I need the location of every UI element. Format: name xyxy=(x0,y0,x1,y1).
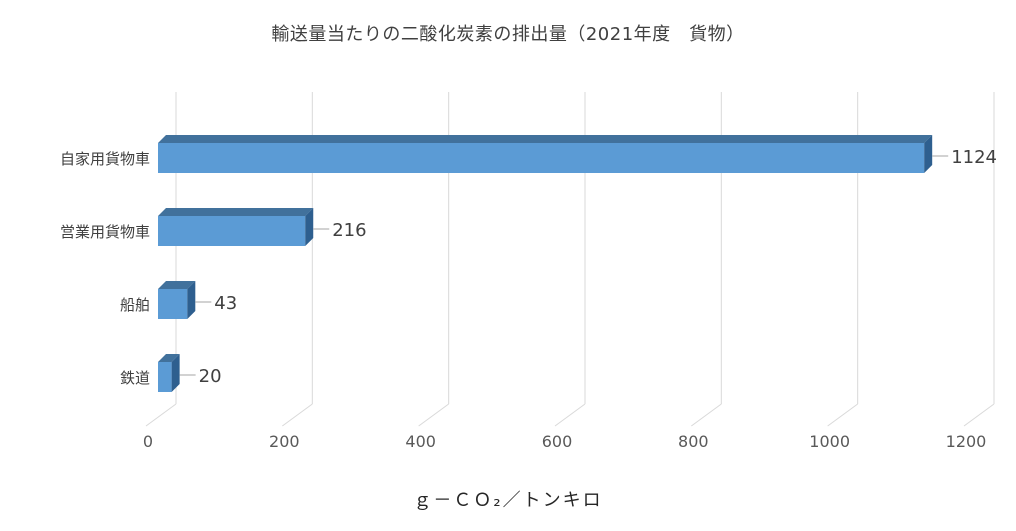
bar-side xyxy=(305,208,314,246)
y-category-label: 鉄道 xyxy=(120,369,150,387)
gridline-floor xyxy=(554,403,586,427)
x-tick-label: 400 xyxy=(405,432,436,451)
data-label: 20 xyxy=(199,366,222,387)
x-axis-title: ｇ－ＣＯ₂／トンキロ xyxy=(413,490,603,511)
data-label: 1124 xyxy=(951,147,997,168)
bar xyxy=(158,354,180,392)
y-category-label: 船舶 xyxy=(120,296,150,314)
gridline-floor xyxy=(145,403,177,427)
y-category-label: 自家用貨物車 xyxy=(60,150,150,168)
bar xyxy=(158,208,314,246)
bar-side xyxy=(187,281,196,319)
bar-front xyxy=(158,143,925,173)
x-tick-label: 800 xyxy=(678,432,709,451)
bar-front xyxy=(158,289,188,319)
x-tick-label: 1000 xyxy=(809,432,850,451)
gridline-floor xyxy=(418,403,449,427)
bar-front xyxy=(158,216,306,246)
bar-front xyxy=(158,362,172,392)
x-tick-label: 0 xyxy=(143,432,153,451)
gridline-floor xyxy=(963,403,995,427)
bar-side xyxy=(924,135,933,173)
bar-top xyxy=(158,208,314,216)
bar-top xyxy=(158,135,933,143)
data-label: 43 xyxy=(214,293,237,314)
gridline-floor xyxy=(827,403,858,427)
x-tick-label: 1200 xyxy=(946,432,987,451)
bar-side xyxy=(171,354,180,392)
x-tick-label: 200 xyxy=(269,432,300,451)
gridline-floor xyxy=(691,403,722,427)
gridline-floor xyxy=(282,403,313,427)
bar xyxy=(158,135,933,173)
x-tick-label: 600 xyxy=(542,432,573,451)
bar-top xyxy=(158,354,180,362)
chart-title: 輸送量当たりの二酸化炭素の排出量（2021年度 貨物） xyxy=(271,24,745,45)
bar-top xyxy=(158,281,196,289)
y-category-label: 営業用貨物車 xyxy=(60,223,150,241)
bars xyxy=(158,135,933,392)
labels: 自家用貨物車 1124 営業用貨物車 216 船舶 43 鉄道 20 xyxy=(60,147,997,387)
data-label: 216 xyxy=(332,220,366,241)
bar xyxy=(158,281,196,319)
